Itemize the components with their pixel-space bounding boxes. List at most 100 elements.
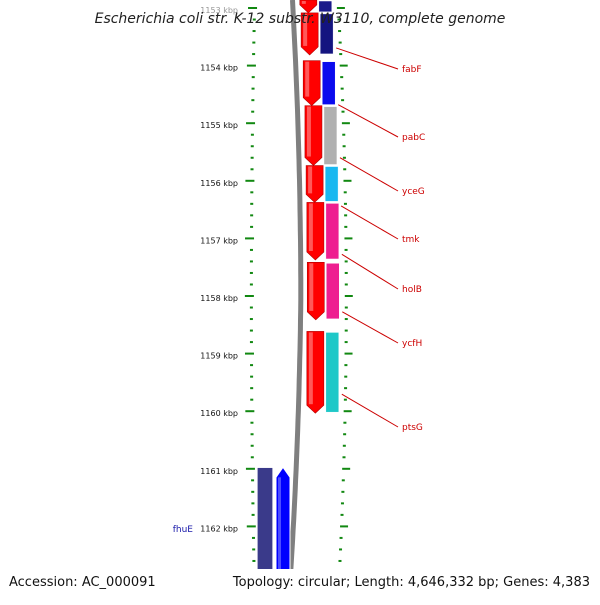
gene-arrow-fabF[interactable] <box>300 12 319 56</box>
inner-tick <box>342 156 346 159</box>
inner-tick <box>343 433 347 436</box>
leader-line <box>341 393 399 428</box>
topology-summary: Topology: circular; Length: 4,646,332 bp… <box>232 575 590 590</box>
leader-line <box>337 104 399 138</box>
gene-label-pabC[interactable]: pabC <box>402 133 425 143</box>
gene-arrow-ycfH[interactable] <box>306 261 325 321</box>
outer-tick <box>249 329 253 332</box>
outer-tick <box>250 387 254 390</box>
outer-tick <box>250 156 254 159</box>
outer-tick <box>246 64 256 67</box>
inner-tick <box>340 76 344 79</box>
gene-class-block-ycfH[interactable] <box>326 263 340 320</box>
outer-tick-ring <box>244 7 258 597</box>
leader-line <box>340 205 399 240</box>
gene-arrow-tmk[interactable] <box>305 165 324 203</box>
gene-arrow-holB[interactable] <box>306 202 325 261</box>
gene-label-ycfH[interactable]: ycfH <box>402 339 422 349</box>
gene-label-fabF[interactable]: fabF <box>402 65 422 75</box>
kbp-label: 1154 kbp <box>200 64 238 73</box>
gene-label-ptsG[interactable]: ptsG <box>402 423 423 433</box>
kbp-label: 1156 kbp <box>200 179 238 188</box>
inner-tick <box>336 7 345 9</box>
gene-arrow-highlight <box>278 477 281 596</box>
outer-tick <box>245 467 255 470</box>
inner-tick <box>344 214 348 217</box>
outer-tick <box>245 237 255 240</box>
inner-tick <box>338 559 342 562</box>
outer-tick <box>251 536 255 539</box>
inner-tick <box>342 133 346 136</box>
gene-arrow-highlight <box>309 263 314 311</box>
outer-tick <box>250 364 254 367</box>
gene-class-block-fabF[interactable] <box>319 13 334 55</box>
outer-tick <box>252 53 256 56</box>
footer-background <box>0 569 600 600</box>
outer-tick <box>249 318 253 321</box>
inner-tick <box>342 467 351 470</box>
gene-arrow-highlight <box>306 106 311 157</box>
inner-tick <box>340 513 344 516</box>
outer-tick <box>251 479 255 482</box>
gene-track[interactable] <box>256 0 340 596</box>
gene-arrow-pabC[interactable] <box>302 60 321 107</box>
outer-tick <box>252 41 256 44</box>
leader-line <box>335 47 399 70</box>
outer-tick <box>250 375 254 378</box>
outer-tick <box>249 260 253 263</box>
genome-backbone <box>286 0 304 601</box>
outer-tick <box>251 513 255 516</box>
outer-tick <box>252 30 256 33</box>
inner-tick <box>344 306 348 309</box>
kbp-label: 1153 kbp <box>200 6 238 15</box>
inner-tick <box>342 145 346 148</box>
inner-tick <box>344 364 348 367</box>
outer-tick <box>250 398 254 401</box>
inner-tick <box>344 271 348 274</box>
inner-tick <box>340 525 349 528</box>
inner-tick <box>337 18 341 21</box>
gene-arrow-highlight <box>305 61 310 97</box>
gene-arrow-highlight <box>303 13 308 46</box>
gene-arrow-unnamed[interactable] <box>299 0 318 14</box>
gene-class-block-tmk[interactable] <box>324 166 339 202</box>
gene-label-tmk[interactable]: tmk <box>402 235 420 245</box>
inner-tick <box>341 490 345 493</box>
inner-tick <box>338 30 342 33</box>
inner-tick <box>342 444 346 447</box>
gene-labels: fabF pabC yceG tmk holB ycfH ptsG fhuE <box>173 65 426 535</box>
gene-label-yceG[interactable]: yceG <box>402 187 425 197</box>
leader-line <box>339 157 399 192</box>
kbp-label: 1160 kbp <box>200 409 238 418</box>
gene-label-holB[interactable]: holB <box>402 285 422 295</box>
inner-tick <box>341 110 345 113</box>
inner-tick <box>341 122 350 125</box>
gene-class-block-holB[interactable] <box>325 203 340 260</box>
inner-tick <box>339 53 343 56</box>
gene-arrow-highlight <box>308 332 313 405</box>
outer-tick <box>244 295 254 297</box>
outer-tick <box>251 99 255 102</box>
outer-tick <box>251 76 255 79</box>
gene-class-block-ptsG[interactable] <box>325 332 340 413</box>
outer-tick <box>251 490 255 493</box>
gene-label-fhuE[interactable]: fhuE <box>173 525 194 535</box>
outer-tick <box>251 87 255 90</box>
outer-tick <box>249 271 253 274</box>
gene-arrow-ptsG[interactable] <box>306 331 325 414</box>
outer-tick <box>250 433 254 436</box>
gene-class-block-unnamed[interactable] <box>318 0 333 13</box>
outer-tick <box>246 122 256 125</box>
outer-tick <box>251 502 255 505</box>
outer-tick <box>245 410 255 413</box>
inner-tick <box>338 41 342 44</box>
gene-class-block-yceG[interactable] <box>323 106 338 165</box>
gene-arrow-yceG[interactable] <box>304 105 323 166</box>
outer-tick <box>250 191 254 194</box>
gene-class-block-pabC[interactable] <box>321 61 336 105</box>
inner-tick <box>344 329 348 332</box>
inner-tick <box>340 502 344 505</box>
outer-tick <box>251 110 255 113</box>
